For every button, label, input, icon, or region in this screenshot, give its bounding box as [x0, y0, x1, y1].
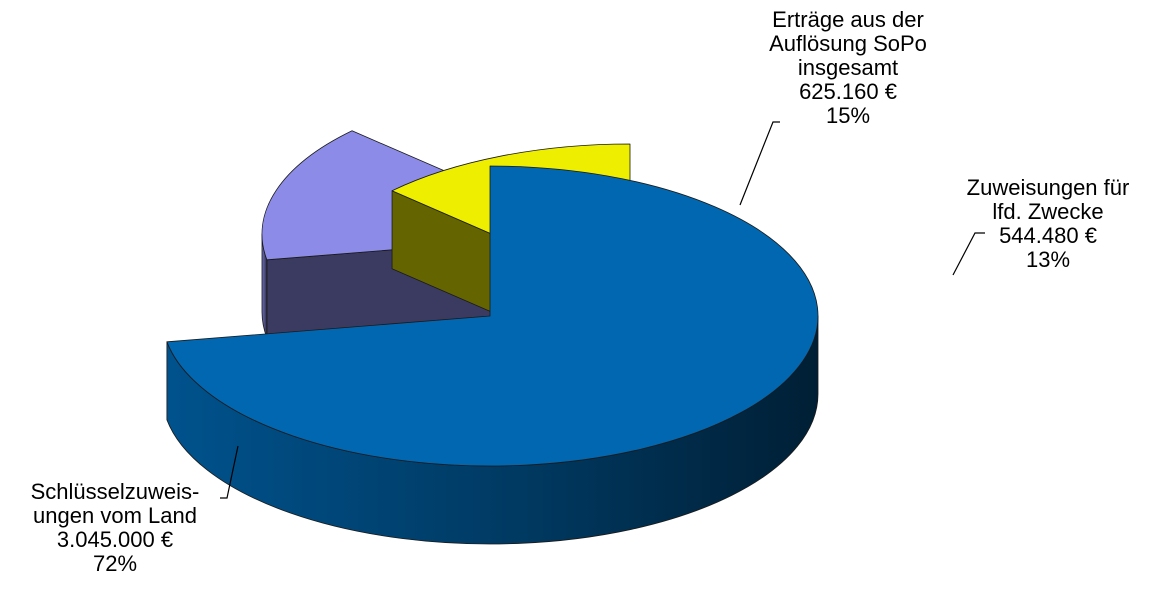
label-ertraege-line-1: Erträge aus der: [772, 7, 924, 32]
label-zuweisungen-line-1: Zuweisungen für: [966, 175, 1130, 200]
label-ertraege-percent: 15%: [825, 103, 871, 128]
label-schluessel-value: 3.045.000 €: [56, 527, 174, 552]
label-zuweisungen-percent: 13%: [1025, 247, 1071, 272]
label-zuweisungen: Zuweisungen für lfd. Zwecke 544.480 € 13…: [938, 176, 1158, 272]
label-schluessel: Schlüsselzuweis- ungen vom Land 3.045.00…: [0, 480, 230, 576]
label-schluessel-line-1: Schlüsselzuweis-: [30, 479, 200, 504]
label-ertraege-line-3: insgesamt: [797, 55, 899, 80]
slice-schluessel: [166, 165, 819, 467]
label-schluessel-line-2: ungen vom Land: [33, 503, 197, 528]
label-ertraege: Erträge aus der Auflösung SoPo insgesamt…: [733, 8, 963, 128]
leader-zuweisungen: [952, 232, 985, 276]
leader-schluessel: [220, 445, 239, 499]
label-zuweisungen-value: 544.480 €: [999, 223, 1097, 248]
label-zuweisungen-line-2: lfd. Zwecke: [992, 199, 1104, 224]
label-ertraege-value: 625.160 €: [799, 79, 897, 104]
label-schluessel-percent: 72%: [92, 551, 138, 576]
leader-ertraege: [739, 121, 780, 206]
label-ertraege-line-2: Auflösung SoPo: [769, 31, 927, 56]
